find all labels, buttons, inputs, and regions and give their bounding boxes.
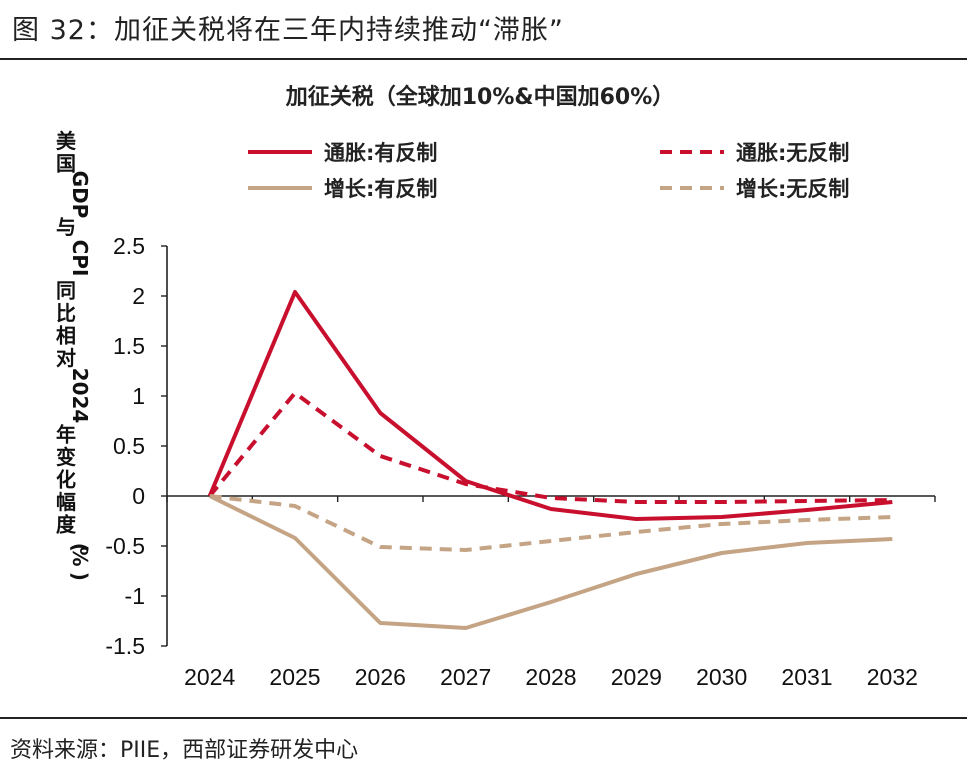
series-line-1: [207, 290, 893, 521]
legend-label: 通胀:无反制: [736, 141, 849, 165]
legend-label: 增长:无反制: [736, 177, 849, 201]
y-tick-label: 1: [132, 383, 145, 409]
source-note: 资料来源：PIIE，西部证券研发中心: [10, 738, 359, 763]
series-line-3: [208, 494, 893, 630]
y-axis-title-glyph: 同: [56, 279, 76, 303]
bottom-rule: [0, 717, 967, 719]
y-axis-title-glyph: 比: [56, 301, 76, 325]
figure-caption: 图 32：加征关税将在三年内持续推动“滞胀”: [12, 15, 564, 46]
y-axis-title-glyph: 变: [56, 445, 76, 469]
series-lines: [207, 290, 893, 630]
x-tick-label: 2031: [781, 664, 832, 690]
chart-title: 加征关税（全球加10%&中国加60%）: [285, 84, 675, 110]
y-axis-title-glyph: 化: [56, 468, 76, 492]
series-line-4: [209, 494, 893, 552]
y-axis-title-glyph: (: [68, 543, 92, 552]
x-tick-label: 2032: [867, 664, 918, 690]
axes: 2.5 2 1.5 1 0.5 0 -0.5 -1 -1.5 2024 2025 2026 2027 20…: [105, 233, 936, 690]
x-tick-label: 2030: [696, 664, 747, 690]
y-tick-label: 0: [132, 483, 145, 509]
y-axis-title-glyph: CPI: [68, 240, 92, 277]
y-axis-title-glyph: 幅: [56, 490, 76, 514]
x-tick-label: 2024: [184, 664, 235, 690]
y-axis-title-glyph: ): [68, 572, 92, 581]
legend-label: 通胀:有反制: [324, 141, 437, 165]
y-tick-label: -1.5: [105, 633, 145, 659]
y-tick-label: -1: [125, 583, 145, 609]
x-tick-label: 2026: [355, 664, 406, 690]
top-rule: [0, 58, 967, 60]
x-tick-label: 2029: [611, 664, 662, 690]
legend-label: 增长:有反制: [324, 177, 437, 201]
y-axis-label: 美国GDP与CPI同比相对2024年变化幅度（%）美国GDP与CPI同比相对20…: [56, 129, 92, 581]
y-axis-title-glyph: 与: [56, 215, 76, 239]
y-tick-label: 1.5: [113, 333, 145, 359]
y-axis-title-glyph: 对: [56, 346, 76, 370]
y-axis-title-glyph: 美: [56, 129, 77, 153]
y-axis-title-glyph: 度: [56, 513, 77, 537]
y-axis-title-glyph: 年: [56, 423, 76, 447]
y-axis-title-glyph: %: [68, 546, 92, 566]
x-tick-label: 2027: [440, 664, 491, 690]
y-axis-title-glyph: 相: [56, 324, 76, 348]
y-axis-title-glyph: 国: [56, 152, 76, 176]
y-axis-title-glyph: GDP: [68, 171, 92, 219]
y-tick-label: 0.5: [113, 433, 145, 459]
x-tick-label: 2025: [269, 664, 320, 690]
y-axis-title-glyph: 2024: [68, 368, 92, 424]
y-tick-label: 2: [132, 283, 145, 309]
y-tick-label: 2.5: [113, 233, 145, 259]
y-tick-label: -0.5: [105, 533, 145, 559]
series-line-2: [208, 391, 893, 504]
x-tick-label: 2028: [525, 664, 576, 690]
